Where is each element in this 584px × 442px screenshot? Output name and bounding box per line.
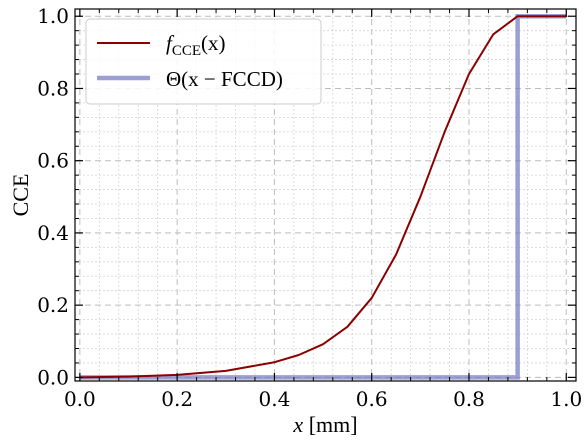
legend-label-fcce-sub: CCE	[172, 43, 201, 59]
series-fcce-curve	[79, 15, 567, 379]
x-axis-label-unit: [mm]	[303, 412, 357, 437]
y-tick-label: 0.4	[37, 221, 69, 245]
minor-grid	[75, 9, 576, 381]
tick-labels: 0.0 0.2 0.4 0.6 0.8 1.0 0.0 0.2 0.4 0.6 0.8 1.0	[37, 4, 582, 411]
x-tick-label: 0.0	[64, 387, 96, 411]
legend: fCCE(x) Θ(x − FCCD)	[85, 18, 322, 105]
y-axis-label: CCE	[8, 174, 33, 217]
y-tick-label: 0.8	[37, 76, 69, 100]
series-layer	[79, 13, 567, 380]
plot-frame	[74, 8, 577, 382]
legend-box	[85, 18, 322, 105]
x-axis-label: x [mm]	[292, 412, 357, 437]
legend-label-fcce: fCCE(x)	[166, 31, 226, 59]
x-tick-label: 1.0	[550, 387, 582, 411]
x-tick-label: 0.4	[259, 387, 291, 411]
x-axis-label-var: x	[292, 412, 303, 437]
legend-label-theta: Θ(x − FCCD)	[166, 67, 283, 91]
legend-label-fcce-tail: (x)	[201, 31, 226, 55]
axis-ticks	[75, 9, 576, 381]
x-tick-label: 0.8	[453, 387, 485, 411]
x-tick-label: 0.6	[356, 387, 388, 411]
y-tick-label: 1.0	[37, 4, 69, 28]
y-tick-label: 0.0	[37, 365, 69, 389]
y-tick-label: 0.2	[37, 293, 69, 317]
y-tick-label: 0.6	[37, 149, 69, 173]
legend-label-fcce-main: f	[166, 31, 175, 55]
x-tick-label: 0.2	[161, 387, 193, 411]
